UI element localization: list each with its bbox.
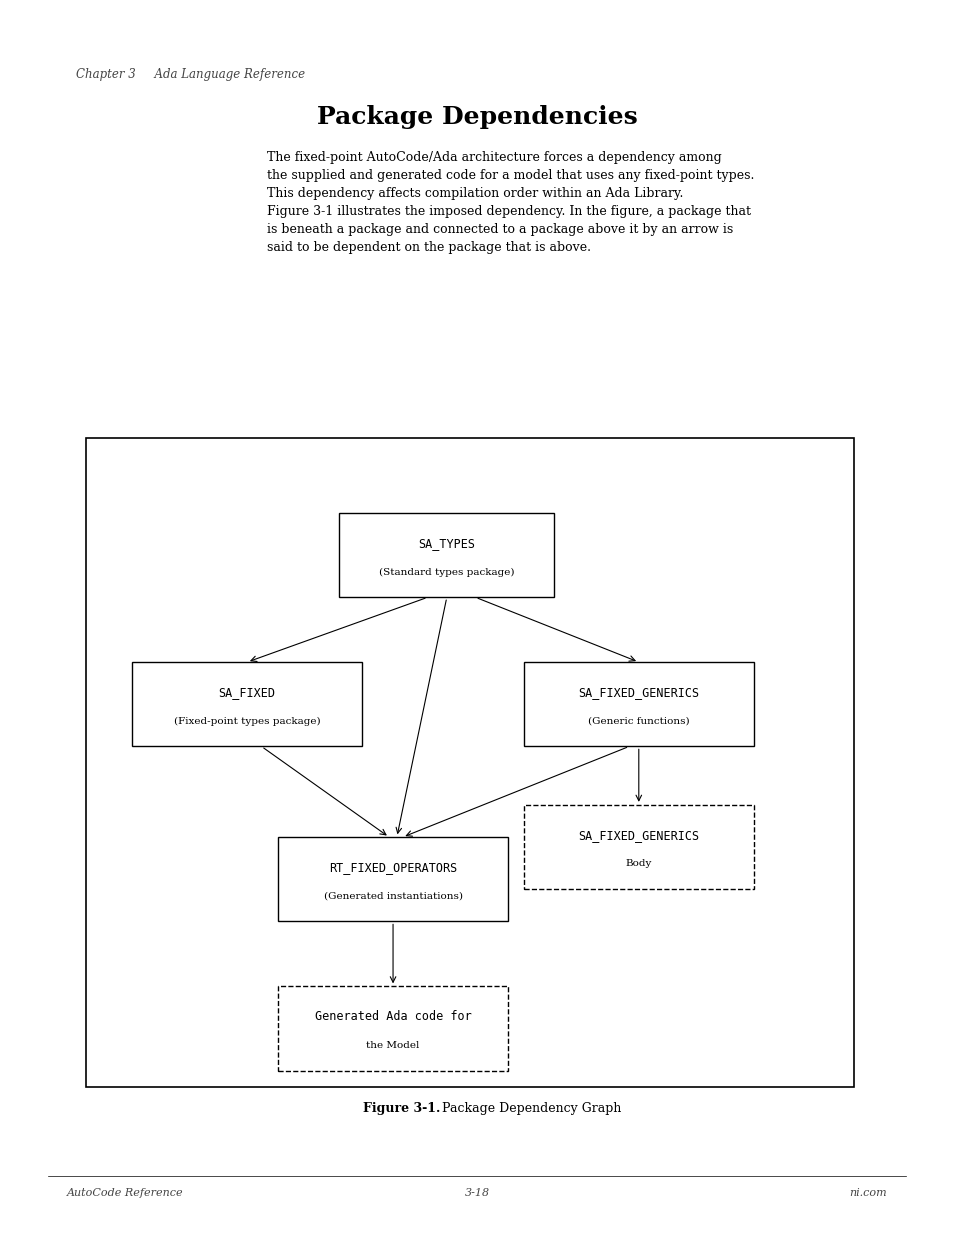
FancyBboxPatch shape — [523, 805, 753, 889]
FancyBboxPatch shape — [86, 438, 853, 1087]
Text: the Model: the Model — [366, 1041, 419, 1050]
Text: 3-18: 3-18 — [464, 1188, 489, 1198]
Text: RT_FIXED_OPERATORS: RT_FIXED_OPERATORS — [329, 861, 456, 874]
Text: ni.com: ni.com — [849, 1188, 886, 1198]
Text: AutoCode Reference: AutoCode Reference — [67, 1188, 183, 1198]
Text: (Generic functions): (Generic functions) — [587, 716, 689, 726]
Text: SA_FIXED: SA_FIXED — [218, 685, 275, 699]
FancyBboxPatch shape — [277, 837, 508, 921]
Text: The fixed-point AutoCode/Ada architecture forces a dependency among
the supplied: The fixed-point AutoCode/Ada architectur… — [267, 151, 754, 253]
FancyBboxPatch shape — [339, 513, 554, 598]
Text: Generated Ada code for: Generated Ada code for — [314, 1010, 471, 1023]
Text: SA_FIXED_GENERICS: SA_FIXED_GENERICS — [578, 829, 699, 841]
Text: (Generated instantiations): (Generated instantiations) — [323, 892, 462, 900]
Text: Package Dependencies: Package Dependencies — [316, 105, 637, 128]
FancyBboxPatch shape — [132, 662, 362, 746]
Text: SA_TYPES: SA_TYPES — [417, 537, 475, 550]
FancyBboxPatch shape — [523, 662, 753, 746]
FancyBboxPatch shape — [277, 987, 508, 1071]
Text: Package Dependency Graph: Package Dependency Graph — [434, 1102, 620, 1115]
Text: Chapter 3     Ada Language Reference: Chapter 3 Ada Language Reference — [76, 68, 305, 82]
Text: Figure 3-1.: Figure 3-1. — [362, 1102, 439, 1115]
Text: SA_FIXED_GENERICS: SA_FIXED_GENERICS — [578, 685, 699, 699]
Text: (Standard types package): (Standard types package) — [378, 567, 514, 577]
Text: Body: Body — [625, 860, 651, 868]
Text: (Fixed-point types package): (Fixed-point types package) — [173, 716, 320, 726]
